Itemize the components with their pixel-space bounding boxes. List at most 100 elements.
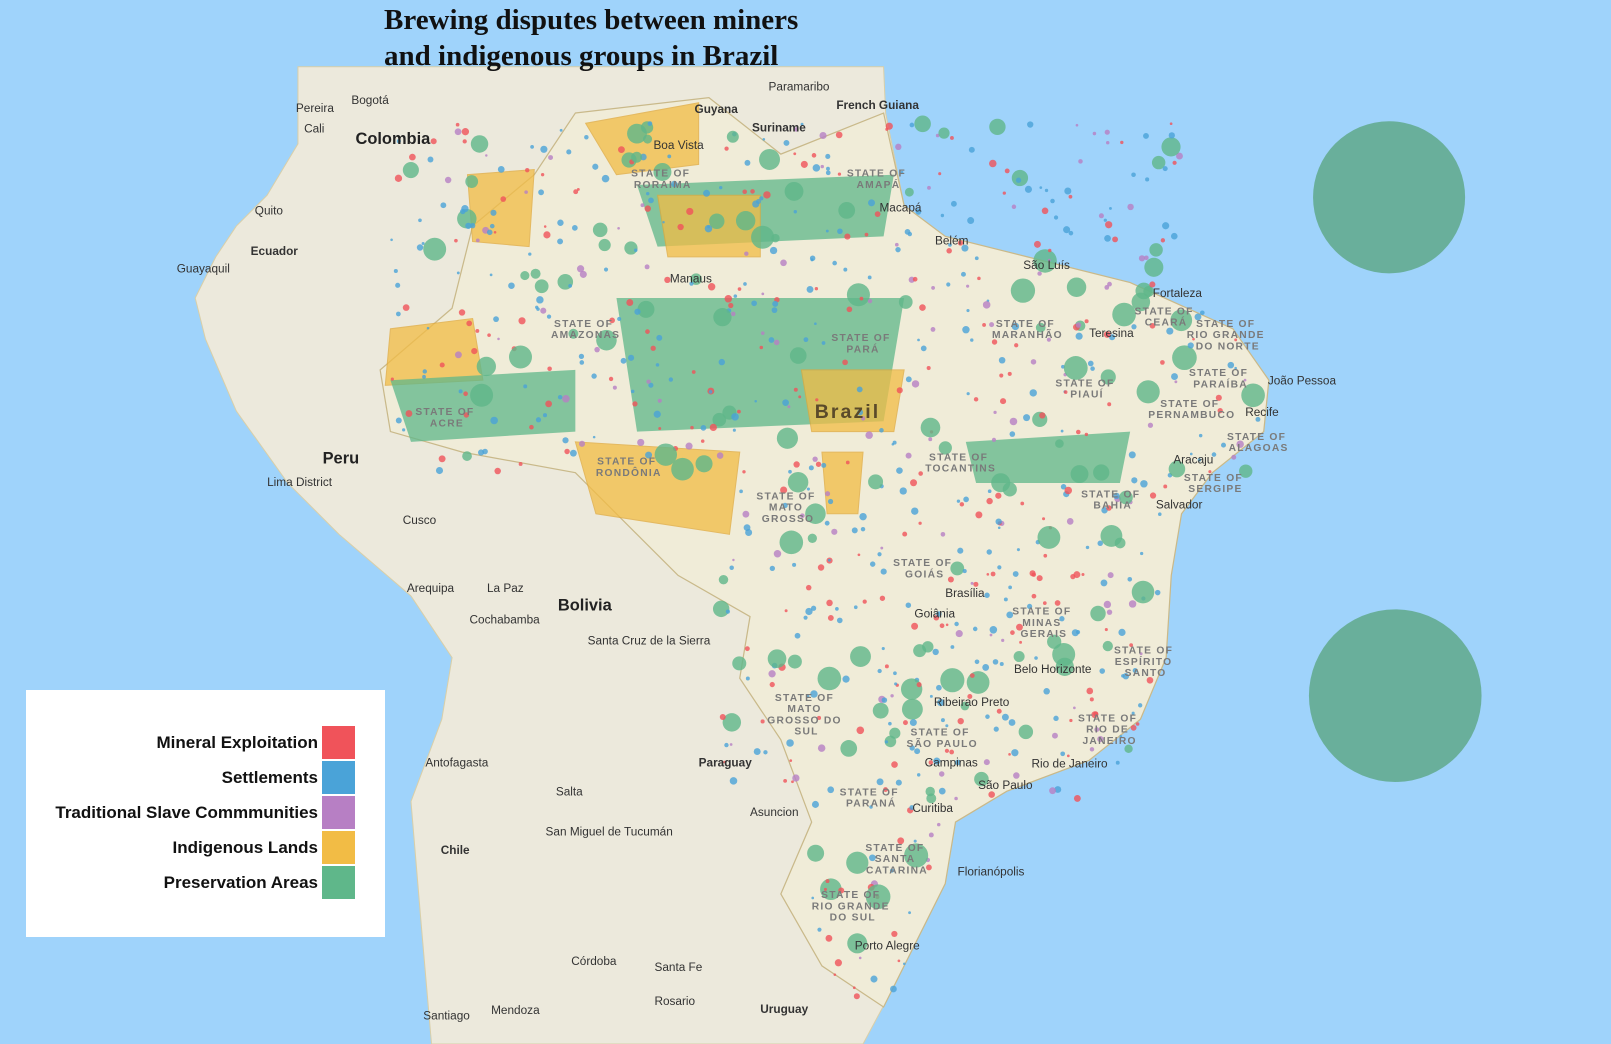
settlement-dot <box>689 281 694 286</box>
settlement-dot <box>945 724 949 728</box>
city-label: Porto Alegre <box>855 938 920 952</box>
preservation-dot <box>1149 243 1163 257</box>
mineral-dot <box>990 571 996 577</box>
settlement-dot <box>986 549 992 555</box>
mineral-dot <box>784 609 788 613</box>
mineral-dot <box>742 470 746 474</box>
settlement-dot <box>1118 628 1126 636</box>
slave-community-dot <box>1176 152 1183 160</box>
settlement-dot <box>940 213 945 218</box>
slave-community-dot <box>1104 129 1110 135</box>
settlement-dot <box>1060 429 1064 433</box>
settlement-dot <box>1145 177 1150 182</box>
city-label: Quito <box>255 204 284 218</box>
settlement-dot <box>729 777 738 785</box>
settlement-dot <box>557 219 564 226</box>
settlement-dot <box>900 170 904 174</box>
slave-community-dot <box>936 822 941 827</box>
mineral-dot <box>608 376 614 382</box>
mineral-dot <box>1217 407 1223 414</box>
settlement-dot <box>817 927 822 932</box>
preservation-dot <box>735 211 756 231</box>
mineral-dot <box>916 682 922 688</box>
mineral-dot <box>728 302 734 309</box>
settlement-dot <box>962 569 967 574</box>
settlement-dot <box>772 300 779 307</box>
settlement-dot <box>946 282 951 287</box>
preservation-dot <box>726 130 739 143</box>
mineral-dot <box>719 714 726 721</box>
settlement-dot <box>422 369 427 374</box>
settlement-dot <box>825 153 831 159</box>
settlement-dot <box>950 645 955 649</box>
settlement-dot <box>870 975 878 983</box>
settlement-dot <box>1200 310 1205 316</box>
mineral-dot <box>973 397 979 402</box>
settlement-dot <box>1227 361 1235 369</box>
slave-community-dot <box>927 185 931 190</box>
slave-community-dot <box>594 346 600 353</box>
legend-item-settlements: Settlements <box>222 761 355 794</box>
mineral-dot <box>1093 711 1099 717</box>
settlement-dot <box>1059 616 1065 622</box>
preservation-dot <box>631 151 643 163</box>
mineral-dot <box>857 553 861 557</box>
state-label-line: STATE OF <box>1189 368 1252 379</box>
mineral-dot <box>1019 640 1023 644</box>
slave-community-dot <box>732 558 735 562</box>
settlement-dot <box>1131 172 1136 178</box>
slave-community-dot <box>1231 454 1237 460</box>
mineral-dot <box>690 425 694 430</box>
mineral-dot <box>1004 168 1010 174</box>
settlement-dot <box>913 839 917 843</box>
slave-community-dot <box>1092 131 1097 136</box>
preservation-dot <box>712 412 727 427</box>
settlement-dot <box>869 854 876 862</box>
slave-community-dot <box>1013 772 1020 779</box>
settlement-dot <box>998 356 1006 364</box>
settlement-dot <box>940 718 945 723</box>
mineral-dot <box>897 837 905 845</box>
preservation-dot <box>712 600 730 618</box>
state-label-line: STATE OF <box>1196 319 1259 330</box>
mineral-dot <box>844 233 851 240</box>
state-label-line: RIO DE <box>1086 725 1133 736</box>
island-marker-1[interactable] <box>1313 121 1466 274</box>
settlement-dot <box>893 671 897 676</box>
mineral-dot <box>833 973 837 976</box>
state-label-line: STATE OF <box>865 843 928 854</box>
settlement-dot <box>806 694 810 698</box>
city-label: Florianópolis <box>958 864 1025 878</box>
settlement-dot <box>1140 551 1144 556</box>
settlement-dot <box>824 520 830 526</box>
settlement-dot <box>1009 431 1016 437</box>
city-label: Belo Horizonte <box>1014 662 1092 676</box>
slave-community-dot <box>524 190 528 194</box>
settlement-dot <box>835 607 839 611</box>
settlement-dot <box>877 552 882 557</box>
slave-community-dot <box>716 452 724 459</box>
slave-community-dot <box>1174 380 1178 384</box>
settlement-dot <box>1128 451 1136 459</box>
slave-community-dot <box>1075 123 1079 127</box>
state-label-line: STATE OF <box>1055 378 1118 389</box>
state-label-line: RONDÔNIA <box>596 466 662 479</box>
settlement-dot <box>1131 711 1135 715</box>
mineral-dot <box>884 664 889 669</box>
preservation-dot <box>865 884 891 910</box>
island-marker-2[interactable] <box>1308 609 1482 782</box>
state-label: STATE OF RIO GRANDE DO NORTE <box>1187 319 1269 353</box>
preservation-dot <box>637 300 655 318</box>
settlement-dot <box>768 337 775 343</box>
settlement-dot <box>889 868 894 873</box>
settlement-dot <box>469 222 476 229</box>
slave-community-dot <box>1243 378 1247 382</box>
settlement-dot <box>909 805 915 811</box>
state-label: STATE OF RIO DE JANEIRO <box>1078 713 1141 747</box>
mineral-dot <box>769 681 775 688</box>
settlement-dot <box>1050 198 1055 204</box>
mineral-dot <box>1020 501 1025 506</box>
mineral-dot <box>969 673 975 678</box>
city-label: Belém <box>935 234 969 248</box>
